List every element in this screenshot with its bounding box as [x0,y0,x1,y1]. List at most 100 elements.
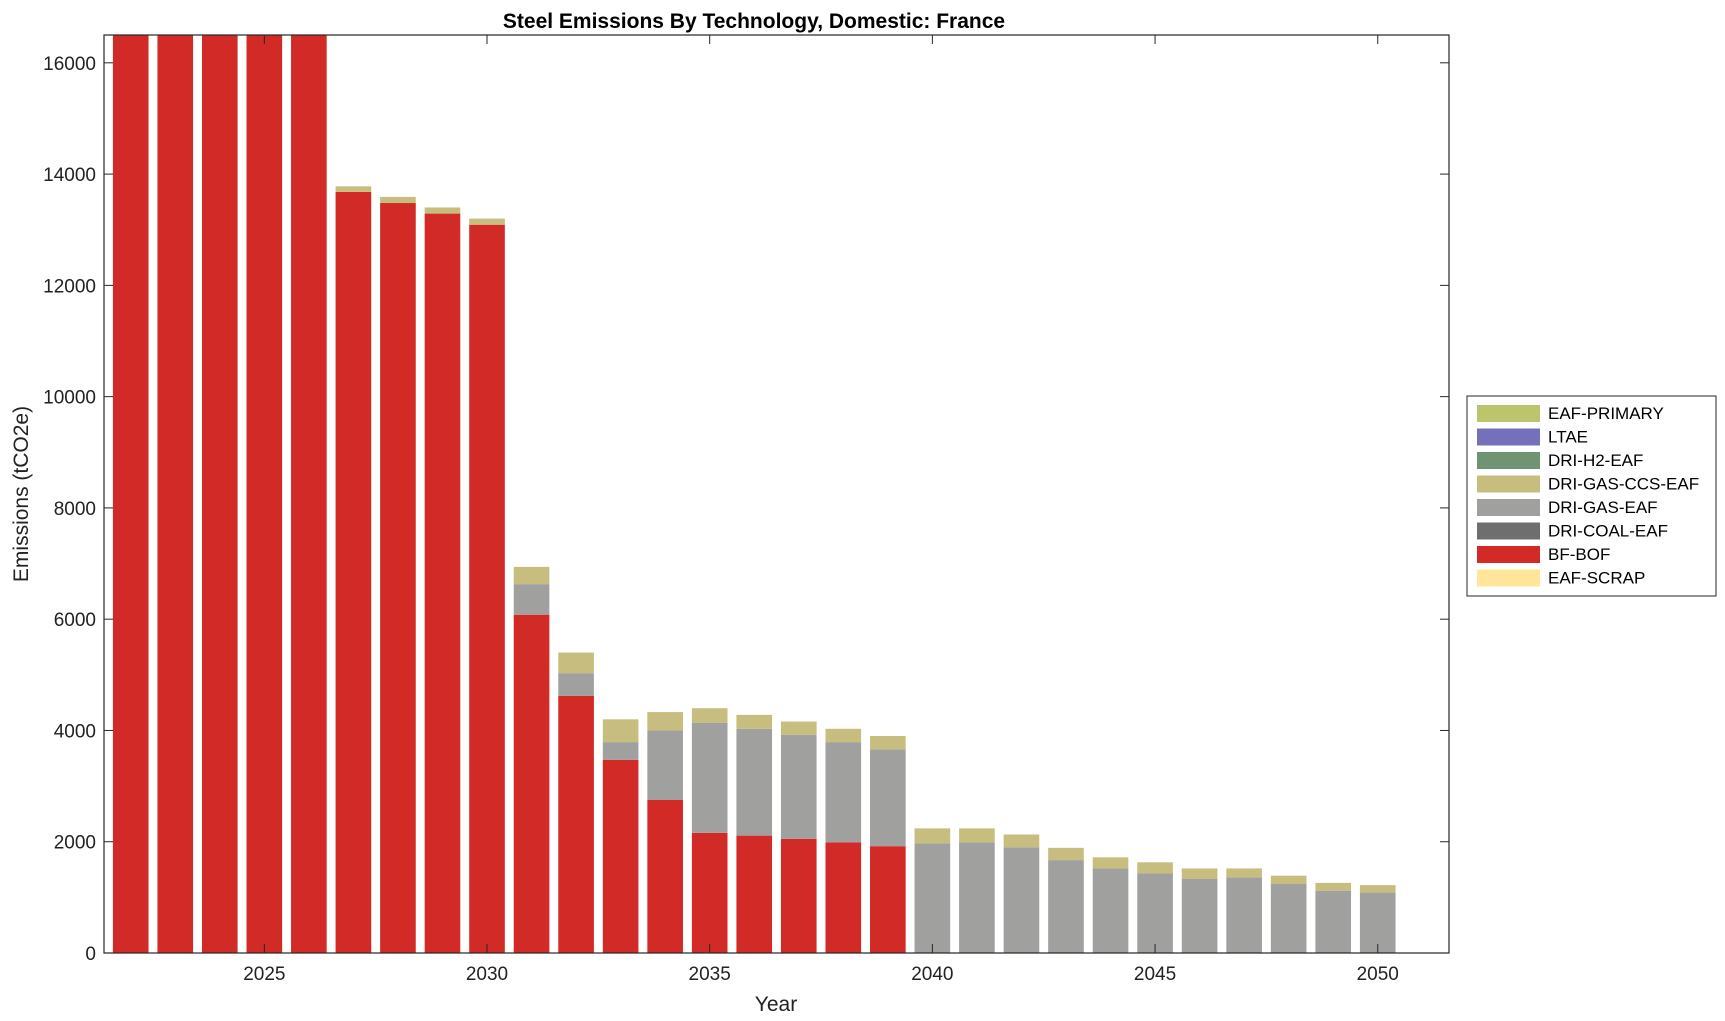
bar-dri-gas-ccs-eaf-2038 [825,728,862,743]
bar-bf-bof-2030 [469,224,505,954]
legend-label-dri-gas-ccs-eaf: DRI-GAS-CCS-EAF [1548,475,1699,494]
y-tick-label-0: 0 [85,944,96,965]
bar-bf-bof-2039 [870,846,906,953]
bar-bf-bof-2034 [647,800,683,953]
legend-label-dri-h2-eaf: DRI-H2-EAF [1548,451,1643,470]
bar-dri-gas-ccs-eaf-2033 [602,719,639,743]
chart-title: Steel Emissions By Technology, Domestic:… [503,10,1005,33]
bar-dri-gas-ccs-eaf-2044 [1092,857,1129,869]
x-tick-label-2035: 2035 [689,964,731,985]
legend-label-eaf-primary: EAF-PRIMARY [1548,404,1664,423]
y-axis-ticks: 0 2000 4000 6000 8000 10000 12000 14000 16000 [43,54,1449,965]
bar-dri-gas-eaf-2039 [870,749,906,847]
bar-dri-gas-ccs-eaf-2049 [1315,882,1352,891]
bar-dri-gas-eaf-2036 [736,728,773,836]
bar-dri-gas-ccs-eaf-2037 [780,721,817,735]
bar-dri-gas-eaf-2045 [1137,873,1173,953]
legend-swatch-dri-gas-ccs-eaf [1477,475,1540,493]
bar-dri-gas-eaf-2047 [1226,877,1262,953]
bar-dri-gas-ccs-eaf-2040 [914,828,951,844]
y-tick-label-2000: 2000 [54,833,96,854]
bar-dri-gas-eaf-2035 [691,722,728,833]
legend-label-dri-coal-eaf: DRI-COAL-EAF [1548,522,1668,541]
bar-dri-gas-eaf-2048 [1270,884,1307,953]
bar-dri-gas-eaf-2042 [1003,847,1040,953]
x-axis-ticks: 2025 2030 2035 2040 2045 2050 [243,35,1399,985]
bar-dri-gas-ccs-eaf-2050 [1359,885,1396,893]
legend-swatch-ltae [1477,428,1540,446]
bars-group [112,35,1396,954]
legend-label-bf-bof: BF-BOF [1548,545,1610,564]
bar-dri-gas-eaf-2037 [780,734,817,839]
bar-bf-bof-2028 [380,203,416,953]
bar-dri-gas-eaf-2046 [1181,879,1218,953]
bar-bf-bof-2029 [424,213,461,954]
legend-swatch-bf-bof [1477,546,1540,563]
bar-dri-gas-ccs-eaf-2031 [513,566,550,585]
bar-bf-bof-2035 [691,832,728,953]
bar-dri-gas-ccs-eaf-2042 [1003,834,1040,848]
y-tick-label-16000: 16000 [43,54,96,75]
bar-dri-gas-eaf-2034 [647,730,683,800]
bar-dri-gas-ccs-eaf-2034 [647,712,683,731]
bar-dri-gas-ccs-eaf-2047 [1226,868,1262,878]
legend-swatch-dri-h2-eaf [1477,452,1540,469]
x-tick-label-2040: 2040 [911,964,953,985]
bar-dri-gas-ccs-eaf-2030 [469,218,505,225]
bar-dri-gas-ccs-eaf-2029 [424,207,461,214]
bar-dri-gas-ccs-eaf-2043 [1048,847,1084,861]
y-tick-label-6000: 6000 [54,610,96,631]
legend-swatch-dri-coal-eaf [1477,522,1540,540]
plot-area-frame [103,34,1450,954]
bar-bf-bof-2033 [602,759,639,953]
x-tick-label-2050: 2050 [1357,964,1399,985]
bar-dri-gas-eaf-2033 [602,742,639,760]
bar-dri-gas-ccs-eaf-2028 [380,196,416,204]
bar-bf-bof-2032 [558,695,594,953]
bar-dri-gas-eaf-2031 [513,584,550,615]
bar-bf-bof-2025 [246,35,283,953]
bar-dri-gas-ccs-eaf-2035 [691,708,728,723]
bar-dri-gas-ccs-eaf-2032 [558,652,594,674]
legend-swatch-eaf-primary [1477,405,1540,422]
bar-dri-gas-ccs-eaf-2041 [959,828,995,843]
bar-dri-gas-eaf-2050 [1359,892,1396,953]
bar-dri-gas-ccs-eaf-2048 [1270,875,1307,885]
x-tick-label-2045: 2045 [1134,964,1176,985]
x-tick-label-2030: 2030 [466,964,508,985]
y-axis-label: Emissions (tCO2e) [10,406,33,582]
bar-bf-bof-2027 [335,191,372,953]
legend-box [1466,395,1717,597]
legend-label-ltae: LTAE [1548,428,1588,447]
bar-dri-gas-eaf-2040 [914,843,951,953]
bar-dri-gas-ccs-eaf-2027 [335,186,372,192]
bar-bf-bof-2026 [291,35,327,953]
bar-dri-gas-eaf-2043 [1048,860,1084,953]
bar-dri-gas-eaf-2044 [1092,868,1129,953]
y-tick-label-4000: 4000 [54,721,96,742]
bar-dri-gas-ccs-eaf-2046 [1181,868,1218,879]
bar-dri-gas-eaf-2032 [558,673,594,696]
bar-dri-gas-eaf-2049 [1315,890,1352,953]
legend: EAF-PRIMARY LTAE DRI-H2-EAF DRI-GAS-CCS-EAF… [1466,395,1717,597]
y-tick-label-8000: 8000 [54,499,96,520]
legend-swatch-dri-gas-eaf [1477,499,1540,516]
y-tick-label-12000: 12000 [43,276,96,297]
bar-bf-bof-2024 [201,35,238,953]
bar-bf-bof-2022 [112,35,149,953]
bar-dri-gas-eaf-2038 [825,742,862,843]
legend-label-dri-gas-eaf: DRI-GAS-EAF [1548,498,1658,517]
y-tick-label-14000: 14000 [43,165,96,186]
y-tick-label-10000: 10000 [43,388,96,409]
x-axis-label: Year [755,993,797,1016]
bar-bf-bof-2036 [736,835,773,953]
bar-dri-gas-ccs-eaf-2039 [870,736,906,750]
bar-dri-gas-ccs-eaf-2045 [1137,862,1173,874]
bar-dri-gas-ccs-eaf-2036 [736,714,773,729]
bar-bf-bof-2023 [157,35,194,953]
x-tick-label-2025: 2025 [243,964,285,985]
bar-bf-bof-2037 [780,838,817,953]
legend-swatch-eaf-scrap [1477,569,1540,587]
bar-bf-bof-2031 [513,614,550,953]
